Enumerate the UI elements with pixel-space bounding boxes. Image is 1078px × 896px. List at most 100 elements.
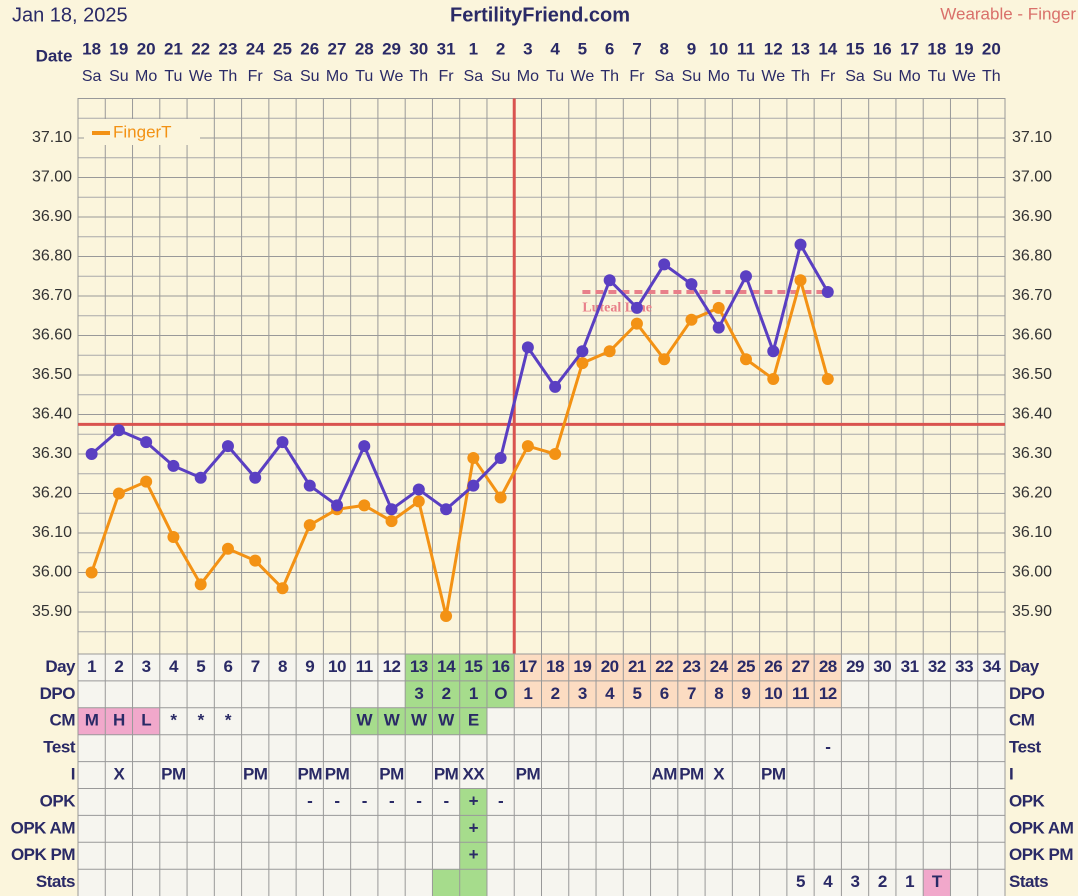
date-label: 27 (328, 39, 347, 58)
date-label: 22 (191, 39, 210, 58)
cell-text: 19 (573, 657, 591, 676)
date-label: 19 (109, 39, 128, 58)
cell-text: 3 (851, 872, 860, 891)
cell-text: 11 (356, 657, 373, 676)
cell-text: W (438, 711, 455, 730)
row-label-right: DPO (1009, 684, 1045, 703)
series-line (90, 274, 830, 617)
y-tick-label: 36.60 (32, 327, 72, 344)
cell-text: M (85, 711, 99, 730)
cell-text: 1 (469, 684, 478, 703)
data-point (331, 499, 344, 512)
data-point (549, 448, 562, 460)
cell-text: 12 (383, 657, 401, 676)
cell-text: 7 (251, 657, 260, 676)
weekday-label: Sa (273, 68, 293, 85)
date-label: 5 (578, 39, 587, 58)
data-point (167, 530, 180, 543)
row-label-right: Day (1009, 657, 1040, 676)
cell-text: * (225, 711, 232, 730)
cell-text: 21 (628, 657, 646, 676)
y-tick-label: 36.20 (32, 485, 72, 502)
y2-tick-label: 37.10 (1012, 129, 1052, 146)
cell-text: 5 (796, 872, 805, 891)
cell-text: X (713, 765, 725, 784)
cell-text: 16 (492, 657, 510, 676)
cell-text: 8 (714, 684, 723, 703)
y2-tick-label: 36.90 (1012, 208, 1052, 225)
date-label: 13 (791, 39, 810, 58)
data-point (412, 483, 425, 496)
cell-text: E (468, 711, 479, 730)
cell-text: 15 (464, 657, 482, 676)
weekday-label: We (380, 68, 404, 85)
data-point (249, 471, 262, 484)
row-label: OPK (40, 791, 77, 810)
cell-text: 25 (737, 657, 755, 676)
data-point (630, 301, 643, 314)
cell-highlight (459, 788, 487, 816)
cell-text: 34 (982, 657, 1001, 676)
cell-text: 17 (519, 657, 537, 676)
data-point (630, 317, 643, 330)
weekday-label: We (571, 68, 595, 85)
weekday-label: Sa (845, 68, 865, 85)
cell-text: PM (243, 765, 268, 784)
cell-highlight (459, 815, 487, 843)
weekday-label: Su (300, 68, 320, 85)
data-point (685, 278, 698, 291)
data-point (358, 440, 371, 453)
row-label: Day (45, 657, 76, 676)
date-label: Date (36, 46, 73, 65)
date-label: 24 (246, 39, 265, 58)
data-point (767, 372, 780, 385)
date-label: 18 (927, 39, 946, 58)
weekday-label: Su (491, 68, 511, 85)
data-point (739, 353, 752, 366)
cell-text: 3 (142, 657, 151, 676)
cell-text: 4 (823, 872, 833, 891)
data-point (85, 448, 98, 460)
date-label: 17 (900, 39, 919, 58)
date-label: 20 (982, 39, 1001, 58)
chart-date: Jan 18, 2025 (12, 4, 128, 26)
cell-text: L (141, 711, 151, 730)
y-tick-label: 36.10 (32, 524, 72, 541)
data-point (440, 503, 453, 516)
y2-tick-label: 36.20 (1012, 485, 1052, 502)
y-tick-label: 36.50 (32, 366, 72, 383)
cell-highlight (350, 707, 487, 735)
y-tick-label: 36.00 (32, 564, 72, 581)
cell-text: * (198, 711, 205, 730)
weekday-label: Sa (464, 68, 484, 85)
cell-text: O (494, 684, 507, 703)
weekday-label: We (189, 68, 213, 85)
row-label-right: Stats (1009, 872, 1048, 891)
cell-text: + (469, 845, 479, 864)
site-title: FertilityFriend.com (450, 4, 630, 26)
cell-text: - (443, 791, 448, 810)
cell-text: 11 (792, 684, 809, 703)
data-point (249, 554, 262, 567)
cell-highlight (78, 707, 160, 735)
row-label: I (71, 765, 75, 784)
weekday-label: Th (409, 68, 428, 85)
cell-text: 23 (682, 657, 700, 676)
date-label: 12 (764, 39, 783, 58)
cell-text: 22 (655, 657, 673, 676)
cell-text: W (384, 711, 401, 730)
cell-text: 2 (114, 657, 123, 676)
date-label: 25 (273, 39, 292, 58)
weekday-label: Mo (708, 68, 730, 85)
data-point (112, 487, 125, 500)
weekday-label: Sa (82, 68, 102, 85)
cell-highlight (459, 842, 487, 870)
data-point (685, 313, 698, 326)
weekday-label: Mo (898, 68, 920, 85)
cell-text: - (825, 738, 830, 757)
data-point (194, 578, 207, 591)
data-point (221, 542, 234, 555)
cell-text: W (357, 711, 374, 730)
y-tick-label: 36.40 (32, 406, 72, 423)
